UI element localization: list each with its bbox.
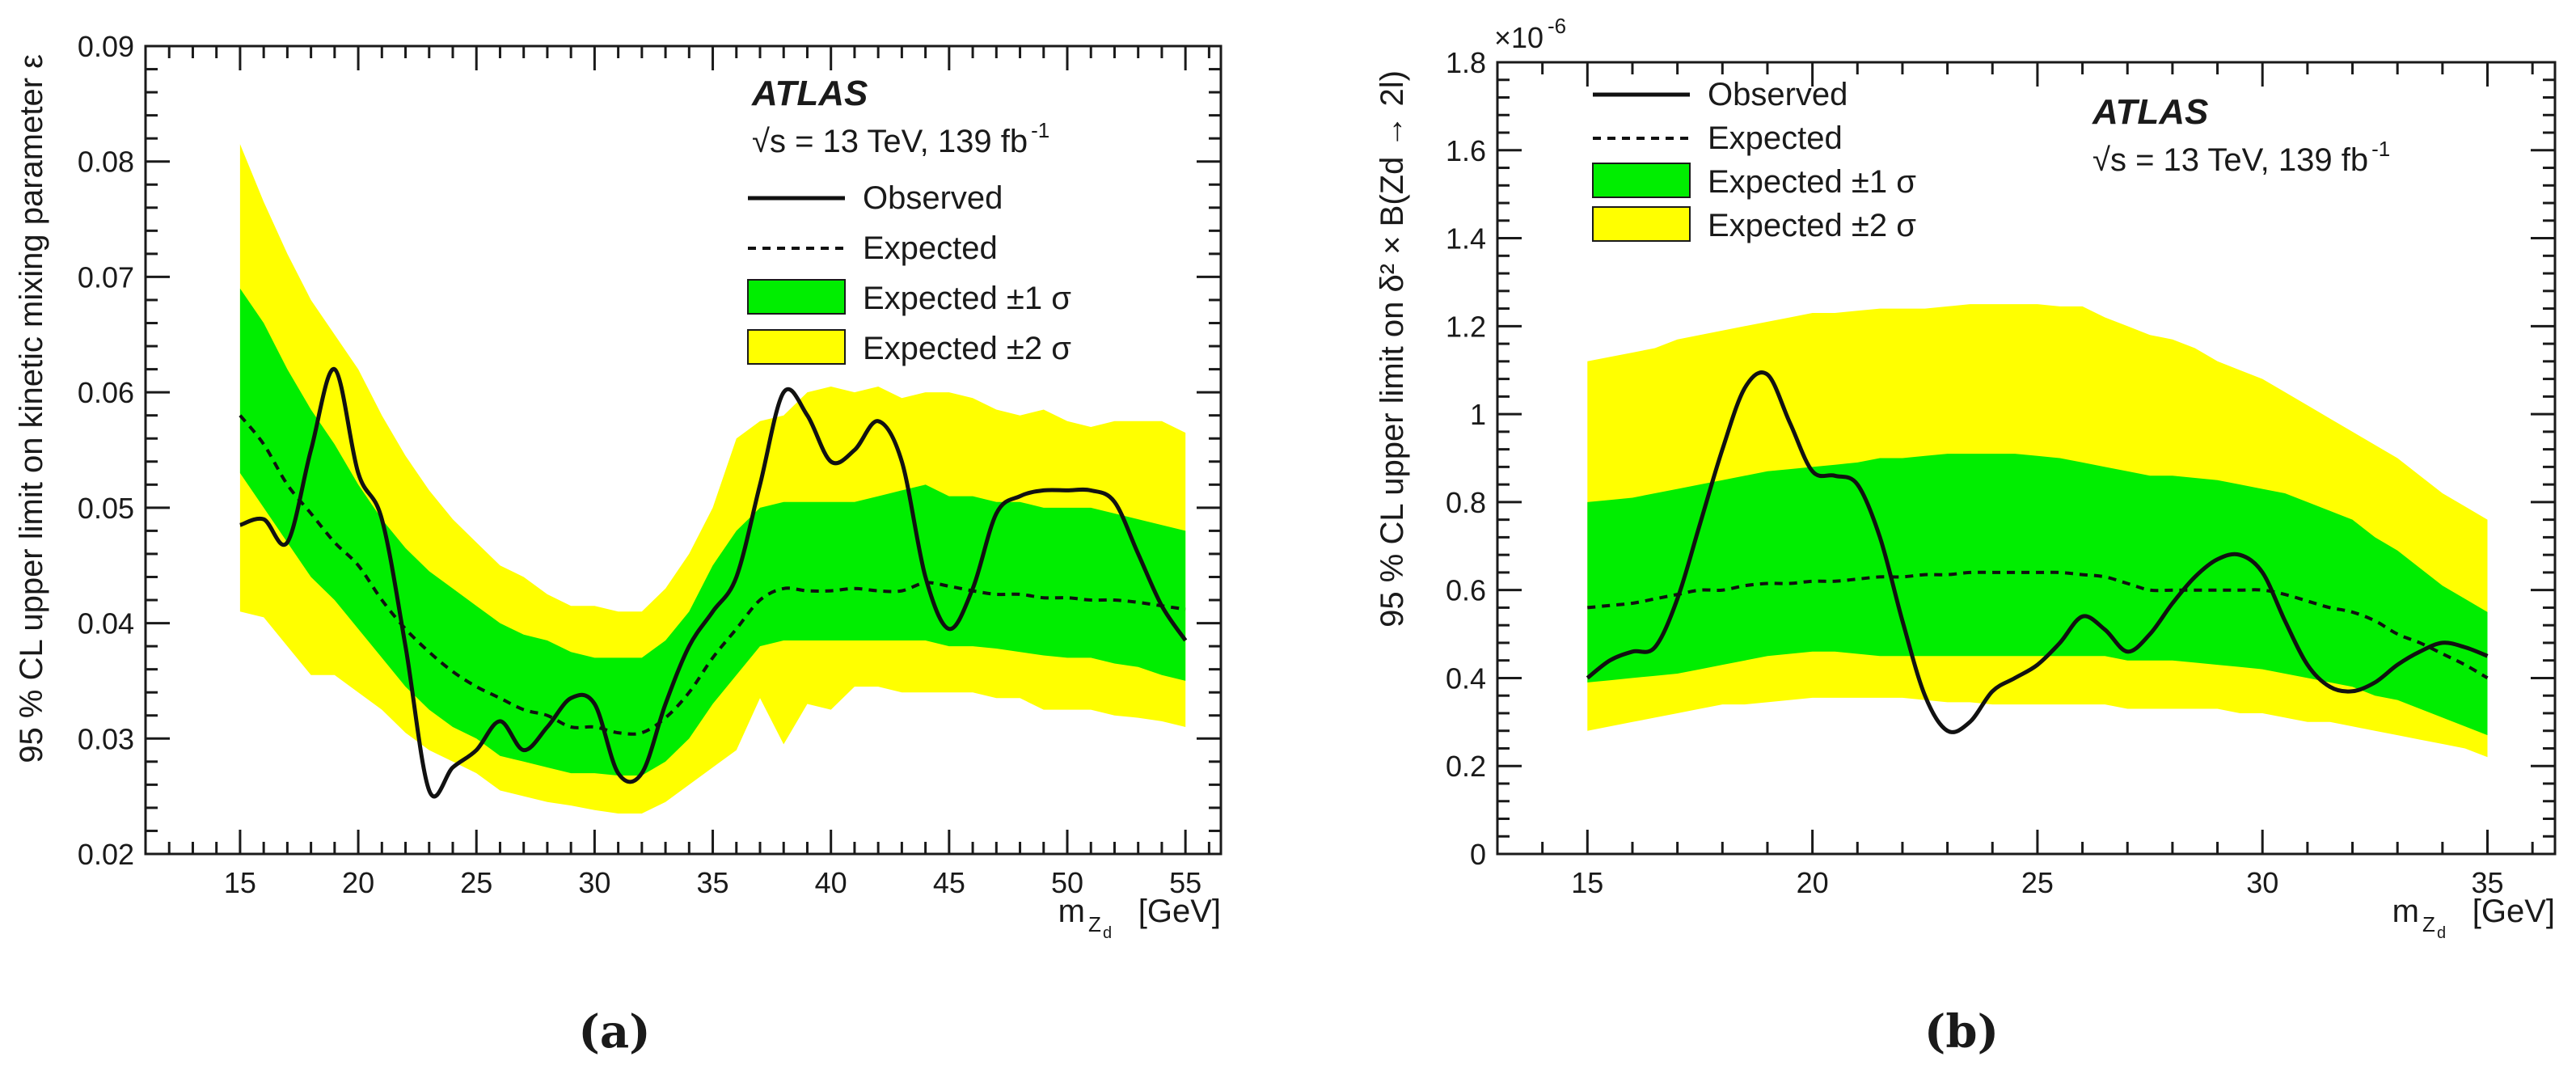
legend-label: Expected ±1 σ: [863, 281, 1071, 316]
y-tick-label: 0.8: [1446, 486, 1486, 519]
x-tick-label: 45: [933, 866, 965, 899]
legend-band1-swatch: [1592, 163, 1691, 198]
x-tick-label: 15: [224, 866, 256, 899]
x-axis-main: m: [1058, 894, 1085, 929]
x-tick-label: 25: [2021, 866, 2054, 899]
lumi-superscript: -1: [1031, 118, 1049, 142]
y-tick-label: 1.2: [1446, 310, 1486, 343]
x-tick-label: 20: [1797, 866, 1829, 899]
y-tick-label: 1.6: [1446, 134, 1486, 167]
plot-frame: [1496, 61, 2557, 856]
x-axis-unit: [GeV]: [1138, 894, 1221, 929]
legend-label: Observed: [1708, 77, 1848, 112]
x-tick-label: 15: [1571, 866, 1603, 899]
y-tick-label: 0.09: [78, 30, 134, 63]
legend-label: Expected ±2 σ: [1708, 208, 1916, 243]
x-tick-label: 30: [2246, 866, 2278, 899]
y-tick-label: 0.02: [78, 838, 134, 871]
band-2sigma: [239, 144, 1186, 814]
legend-band2-swatch: [1592, 206, 1691, 242]
plot-frame: [144, 44, 1223, 856]
x-axis-unit: [GeV]: [2473, 894, 2555, 929]
legend-label: Expected ±1 σ: [1708, 164, 1916, 200]
atlas-label: ATLAS: [751, 74, 868, 113]
panel-a: 15 20 25 30 35 40 45 50 55 0.02 0.03 0.04 0.05 0.06 0.…: [14, 30, 1223, 1059]
panel-b: 15 20 25 30 3500.20.40.60.811.21.41.61.8×10-…: [1375, 14, 2557, 1059]
x-tick-label: 40: [815, 866, 847, 899]
legend-label: Expected ±2 σ: [863, 331, 1071, 366]
y-tick-label: 0.04: [78, 607, 134, 640]
plot-b-area: 15 20 25 30 3500.20.40.60.811.21.41.61.8×10-…: [1375, 14, 2557, 942]
y-multiplier-exp: -6: [1548, 14, 1566, 38]
x-tick-label: 35: [2471, 866, 2503, 899]
y-tick-label: 0.4: [1446, 661, 1486, 695]
y-axis-label: 95 % CL upper limit on δ² × B(Zd → 2l): [1375, 70, 1410, 628]
y-tick-label: 0.03: [78, 722, 134, 755]
expected-line: [239, 414, 1186, 736]
x-axis-main: m: [2392, 894, 2419, 929]
y-tick-label: 1.8: [1446, 46, 1486, 79]
x-tick-label: 35: [697, 866, 729, 899]
band-1sigma: [239, 288, 1186, 776]
legend-label: Expected: [1708, 120, 1843, 156]
lumi-superscript: -1: [2371, 137, 2390, 161]
x-axis-sub: Z: [1088, 912, 1101, 936]
x-tick-label: 25: [460, 866, 492, 899]
y-tick-label: 0.07: [78, 260, 134, 294]
observed-line: [1586, 370, 2489, 734]
x-axis-subsub: d: [1103, 924, 1112, 942]
legend-band2-swatch: [747, 329, 846, 365]
y-tick-label: 0: [1470, 838, 1486, 871]
legend-band1-swatch: [747, 279, 846, 315]
energy-label: √s = 13 TeV, 139 fb: [2092, 142, 2368, 178]
y-tick-label: 0.2: [1446, 750, 1486, 783]
energy-label: √s = 13 TeV, 139 fb: [752, 124, 1028, 159]
observed-line: [239, 367, 1188, 799]
caption-b: (b): [1924, 1005, 1999, 1059]
x-tick-label: 20: [342, 866, 374, 899]
y-tick-label: 1.4: [1446, 222, 1486, 256]
y-tick-label: 0.6: [1446, 574, 1486, 607]
y-multiplier: ×10: [1494, 21, 1543, 54]
x-tick-label: 55: [1169, 866, 1201, 899]
y-tick-label: 1: [1470, 398, 1486, 431]
legend-label: Observed: [863, 180, 1003, 216]
y-tick-label: 0.05: [78, 492, 134, 525]
y-axis-label: 95 % CL upper limit on kinetic mixing pa…: [14, 54, 49, 763]
y-tick-label: 0.08: [78, 146, 134, 179]
plot-a-area: 15 20 25 30 35 40 45 50 55 0.02 0.03 0.04 0.05 0.06 0.…: [14, 30, 1223, 942]
expected-line: [1587, 570, 2489, 680]
x-axis-subsub: d: [2437, 924, 2446, 942]
caption-a: (a): [578, 1005, 650, 1059]
band-1sigma: [1587, 454, 2488, 736]
legend-label: Expected: [863, 230, 998, 266]
atlas-label: ATLAS: [2092, 92, 2208, 132]
x-tick-label: 30: [578, 866, 610, 899]
y-tick-label: 0.06: [78, 376, 134, 409]
x-axis-sub: Z: [2422, 912, 2435, 936]
x-tick-label: 50: [1051, 866, 1083, 899]
